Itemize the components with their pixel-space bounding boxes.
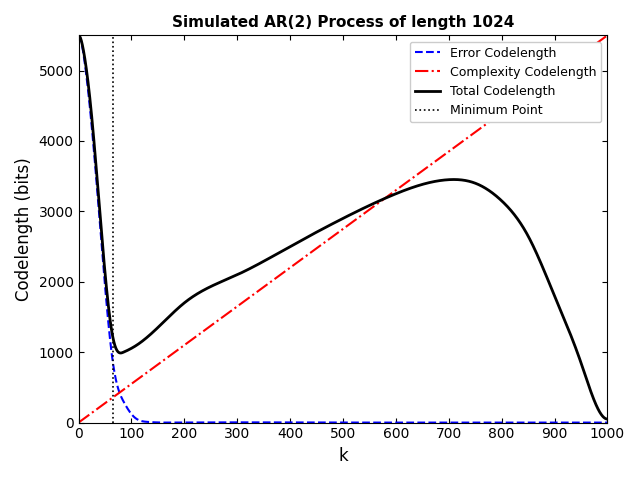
Y-axis label: Codelength (bits): Codelength (bits) [15,157,33,301]
Complexity Codelength [495,112,502,118]
Total Codelength [75,33,83,38]
Title: Simulated AR(2) Process of length 1024: Simulated AR(2) Process of length 1024 [172,15,514,30]
Complexity Codelength [75,420,83,425]
Complexity Codelength [388,191,396,196]
Minimum Point [109,420,116,425]
Complexity Codelength [467,132,474,138]
Error Codelength [495,420,503,425]
Minimum Point [109,420,116,425]
Total Codelength [411,184,419,190]
Line: Error Codelength: Error Codelength [79,36,607,422]
X-axis label: k: k [338,447,348,465]
Total Codelength [101,271,109,277]
Complexity Codelength [411,174,419,180]
Error Codelength [159,420,166,425]
Total Codelength [266,255,274,261]
Line: Complexity Codelength: Complexity Codelength [79,36,607,422]
Error Codelength [411,420,419,425]
Error Codelength [101,284,109,290]
Error Codelength [266,420,274,425]
Total Codelength [467,179,474,185]
Complexity Codelength [266,279,274,285]
Total Codelength [604,416,611,422]
Legend: Error Codelength, Complexity Codelength, Total Codelength, Minimum Point: Error Codelength, Complexity Codelength,… [410,42,601,122]
Error Codelength [604,420,611,425]
Error Codelength [467,420,474,425]
Total Codelength [495,195,502,201]
Error Codelength [75,33,83,38]
Complexity Codelength [101,400,109,406]
Error Codelength [388,420,396,425]
Total Codelength [388,192,396,198]
Complexity Codelength [604,33,611,38]
Line: Total Codelength: Total Codelength [79,36,607,419]
